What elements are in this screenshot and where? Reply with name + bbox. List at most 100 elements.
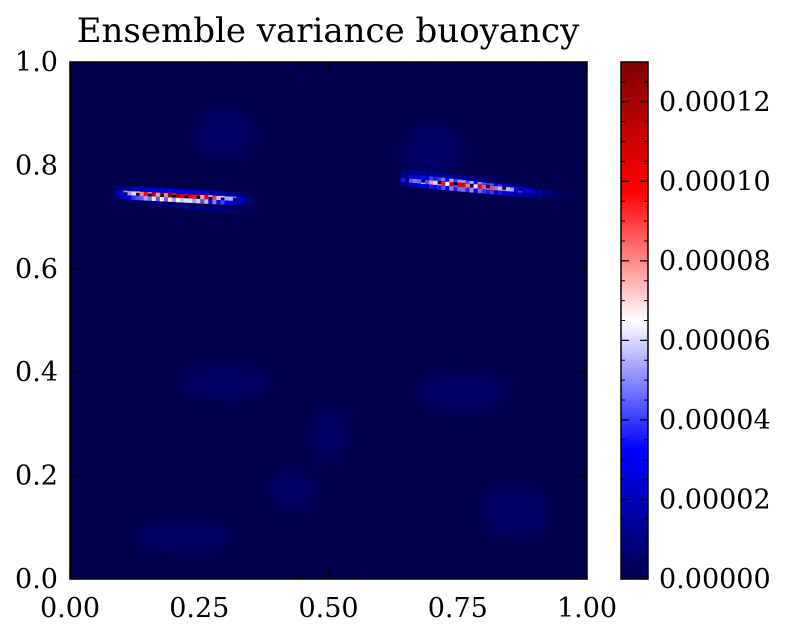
heatmap-cell [200, 195, 205, 200]
heatmap-cell [481, 180, 487, 185]
heatmap-cell [574, 197, 579, 202]
heatmap-cell [196, 206, 201, 211]
heatmap-cell [244, 201, 250, 206]
heatmap-cell [530, 189, 535, 194]
heatmap-cell [542, 194, 547, 199]
heatmap-cell [115, 194, 120, 200]
heatmap-cell [192, 205, 197, 211]
heatmap-cell [449, 174, 454, 179]
heatmap-cell [425, 184, 430, 189]
heatmap-cell [135, 200, 141, 206]
heatmap-cell [445, 181, 450, 187]
heatmap-cell [465, 178, 470, 184]
heatmap-cell [143, 187, 149, 192]
heatmap-cell [425, 179, 430, 185]
heatmap-cell [497, 179, 503, 185]
heatmap-cell [513, 181, 519, 187]
heatmap-cell [111, 194, 116, 199]
heatmap-cell [240, 201, 246, 206]
heatmap-cell [477, 188, 483, 194]
heatmap-cell [232, 200, 237, 206]
heatmap-cell [522, 182, 527, 188]
heatmap-cell [208, 199, 213, 205]
faint-structures [132, 108, 551, 554]
heatmap-cell [155, 187, 161, 193]
heatmap-cell [159, 196, 165, 202]
heatmap-cell [119, 190, 124, 196]
heatmap-cell [248, 192, 254, 198]
heatmap-cell [184, 189, 189, 194]
heatmap-cell [481, 184, 487, 190]
heatmap-cell [408, 182, 414, 188]
heatmap-cell [180, 204, 185, 210]
heatmap-cell [412, 174, 418, 179]
heatmap-cell [445, 177, 450, 182]
colorbar-tick-label: 0.00008 [659, 246, 771, 277]
heatmap-cell [131, 200, 136, 205]
heatmap-cell [123, 186, 128, 191]
heatmap-cell [192, 189, 197, 195]
heatmap-cell [417, 179, 422, 184]
heatmap-cell [155, 192, 161, 198]
heatmap-cell [473, 184, 479, 189]
heatmap-cell [469, 176, 474, 182]
heatmap-cell [542, 190, 547, 195]
faint-structure [416, 372, 510, 414]
faint-structure [400, 124, 463, 176]
colorbar-tick-label: 0.00000 [659, 564, 771, 595]
heatmap-cell [180, 189, 185, 194]
heatmap-cell [558, 195, 563, 201]
heatmap-cell [400, 177, 406, 183]
heatmap-cell [558, 187, 563, 192]
heatmap-cell [236, 196, 242, 202]
faint-structure [307, 408, 350, 461]
heatmap-cell [441, 185, 446, 190]
heatmap-cell [453, 174, 458, 180]
heatmap-cell [457, 182, 462, 188]
heatmap-cell [562, 196, 567, 201]
heatmap-cell [115, 190, 120, 195]
heatmap-cell [228, 208, 233, 214]
heatmap-cell [469, 179, 474, 184]
heatmap-cell [159, 202, 165, 208]
heatmap-cell [155, 196, 161, 202]
heatmap-cell [449, 182, 454, 187]
heatmap-cell [489, 179, 495, 184]
heatmap-cell [493, 179, 499, 184]
heatmap-cell [457, 178, 462, 183]
heatmap-cell [127, 195, 132, 200]
heatmap-cell [167, 188, 173, 194]
heatmap-cell [188, 205, 193, 210]
chart-title: Ensemble variance buoyancy [77, 11, 580, 51]
heatmap-cell [518, 182, 523, 187]
heatmap-cell [212, 199, 217, 205]
heatmap-cell [534, 193, 539, 199]
heatmap-cell [171, 188, 177, 194]
heatmap-cell [425, 175, 430, 180]
heatmap-cell [119, 186, 124, 191]
y-tick-label: 0.4 [15, 357, 58, 388]
heatmap-cell [143, 191, 149, 197]
heatmap-cell [220, 208, 225, 213]
heatmap-cell [151, 202, 157, 207]
heatmap-cell [175, 197, 181, 203]
heatmap-cell [412, 178, 418, 184]
heatmap-cell [204, 199, 209, 204]
faint-structure [478, 485, 551, 538]
heatmap-cell [546, 194, 551, 200]
heatmap-cell [163, 193, 169, 198]
heatmap-cell [417, 183, 422, 188]
heatmap-cell [252, 197, 258, 203]
heatmap-cell [441, 176, 446, 182]
heatmap-cell [530, 193, 535, 198]
heatmap-cell [232, 192, 237, 197]
heatmap-cell [220, 191, 225, 196]
heatmap-cell [509, 181, 515, 186]
heatmap-cell [505, 187, 511, 192]
heatmap-cell [562, 187, 567, 192]
heatmap-cell [224, 208, 229, 214]
heatmap-cell [485, 189, 491, 194]
heatmap-cell [131, 186, 136, 192]
heatmap-cell [538, 189, 543, 195]
